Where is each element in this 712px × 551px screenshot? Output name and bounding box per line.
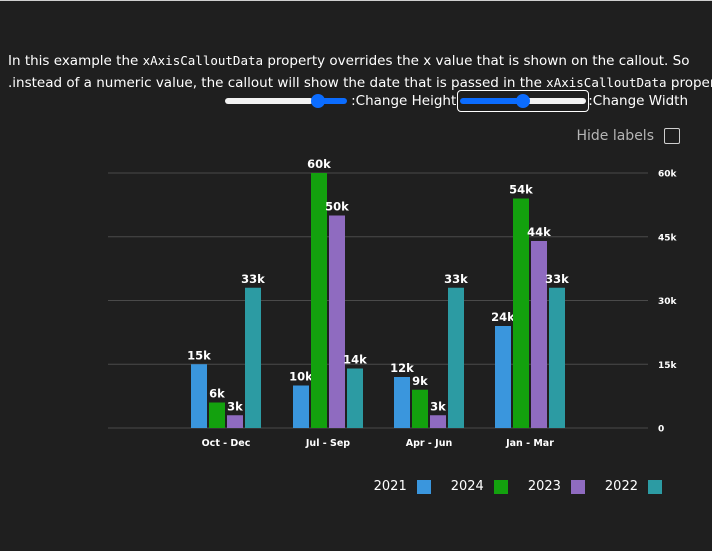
bar-2023 xyxy=(531,241,547,428)
bar-data-label: 60k xyxy=(307,157,331,171)
x-tick-label: Apr - Jun xyxy=(406,438,453,449)
slider-track xyxy=(314,98,348,104)
legend-label: 2021 xyxy=(373,479,407,494)
legend-label: 2024 xyxy=(450,479,484,494)
description-text: In this example the xAxisCalloutData pro… xyxy=(8,50,712,94)
bar-2021 xyxy=(191,364,207,428)
hide-labels-toggle[interactable]: Hide labels xyxy=(576,128,680,144)
bar-data-label: 9k xyxy=(412,374,428,388)
legend-swatch xyxy=(570,479,585,494)
bar-data-label: 10k xyxy=(289,370,313,384)
legend-swatch xyxy=(416,479,431,494)
width-slider-label: :Change Width xyxy=(588,93,688,109)
bar-2021 xyxy=(293,385,309,428)
hide-labels-checkbox[interactable] xyxy=(664,128,680,144)
bar-data-label: 3k xyxy=(430,399,446,413)
y-tick-label: 45k xyxy=(658,233,678,243)
bar-data-label: 24k xyxy=(491,310,515,324)
code-property-name: xAxisCalloutData xyxy=(142,53,264,68)
y-tick-label: 30k xyxy=(658,297,678,307)
hide-labels-label: Hide labels xyxy=(576,128,654,144)
bar-2021 xyxy=(495,326,511,428)
chart-legend: 2021 2024 2023 2022 xyxy=(354,479,662,494)
description-line-1: In this example the xAxisCalloutData pro… xyxy=(8,50,690,72)
bar-2023 xyxy=(430,415,446,428)
bar-2024 xyxy=(209,402,225,428)
legend-item-2024[interactable]: 2024 xyxy=(451,479,508,494)
bar-2023 xyxy=(329,215,345,428)
bar-data-label: 50k xyxy=(325,200,349,214)
bar-2024 xyxy=(412,389,428,428)
slider-fill xyxy=(225,98,313,104)
x-tick-label: Jan - Mar xyxy=(505,438,554,449)
description-line-2: .instead of a numeric value, the callout… xyxy=(8,72,712,94)
legend-swatch xyxy=(493,479,508,494)
bar-data-label: 6k xyxy=(209,387,225,401)
bar-2024 xyxy=(311,173,327,428)
legend-item-2021[interactable]: 2021 xyxy=(374,479,431,494)
y-tick-label: 60k xyxy=(658,170,678,180)
bar-2022 xyxy=(245,287,261,428)
bar-data-label: 33k xyxy=(545,272,569,286)
bar-data-label: 44k xyxy=(527,225,551,239)
width-slider[interactable] xyxy=(457,90,590,112)
bar-2023 xyxy=(227,415,243,428)
window-top-border xyxy=(0,0,712,1)
description-text-part: property xyxy=(670,75,712,91)
description-text-part: In this example the xyxy=(8,53,143,69)
description-text-part: property overrides the x value that is s… xyxy=(263,53,690,69)
height-slider-label: :Change Height xyxy=(351,93,457,109)
height-slider[interactable] xyxy=(223,91,351,111)
slider-track xyxy=(524,98,587,104)
x-tick-label: Oct - Dec xyxy=(202,438,251,449)
slider-thumb[interactable] xyxy=(516,94,531,108)
legend-label: 2022 xyxy=(604,479,638,494)
y-tick-label: 15k xyxy=(658,361,678,371)
y-tick-label: 0 xyxy=(658,425,664,435)
bar-data-label: 14k xyxy=(343,353,367,367)
legend-item-2023[interactable]: 2023 xyxy=(528,479,585,494)
legend-swatch xyxy=(648,479,662,494)
description-text-part: .instead of a numeric value, the callout… xyxy=(8,75,547,91)
legend-label: 2023 xyxy=(527,479,561,494)
bar-2021 xyxy=(394,377,410,428)
slider-thumb[interactable] xyxy=(310,94,325,108)
x-tick-label: Jul - Sep xyxy=(305,438,350,449)
bar-data-label: 33k xyxy=(444,272,468,286)
bar-data-label: 54k xyxy=(509,183,533,197)
bar-data-label: 15k xyxy=(187,348,211,362)
bar-2024 xyxy=(513,198,529,428)
bar-2022 xyxy=(549,287,565,428)
code-property-name: xAxisCalloutData xyxy=(546,75,667,90)
bar-data-label: 12k xyxy=(390,361,414,375)
slider-fill xyxy=(460,98,525,104)
bar-2022 xyxy=(448,287,464,428)
bar-data-label: 33k xyxy=(241,272,265,286)
bar-2022 xyxy=(347,368,363,428)
bar-data-label: 3k xyxy=(227,399,243,413)
legend-item-2022[interactable]: 2022 xyxy=(605,479,662,494)
slider-controls: :Change Height :Change Width xyxy=(223,90,688,112)
